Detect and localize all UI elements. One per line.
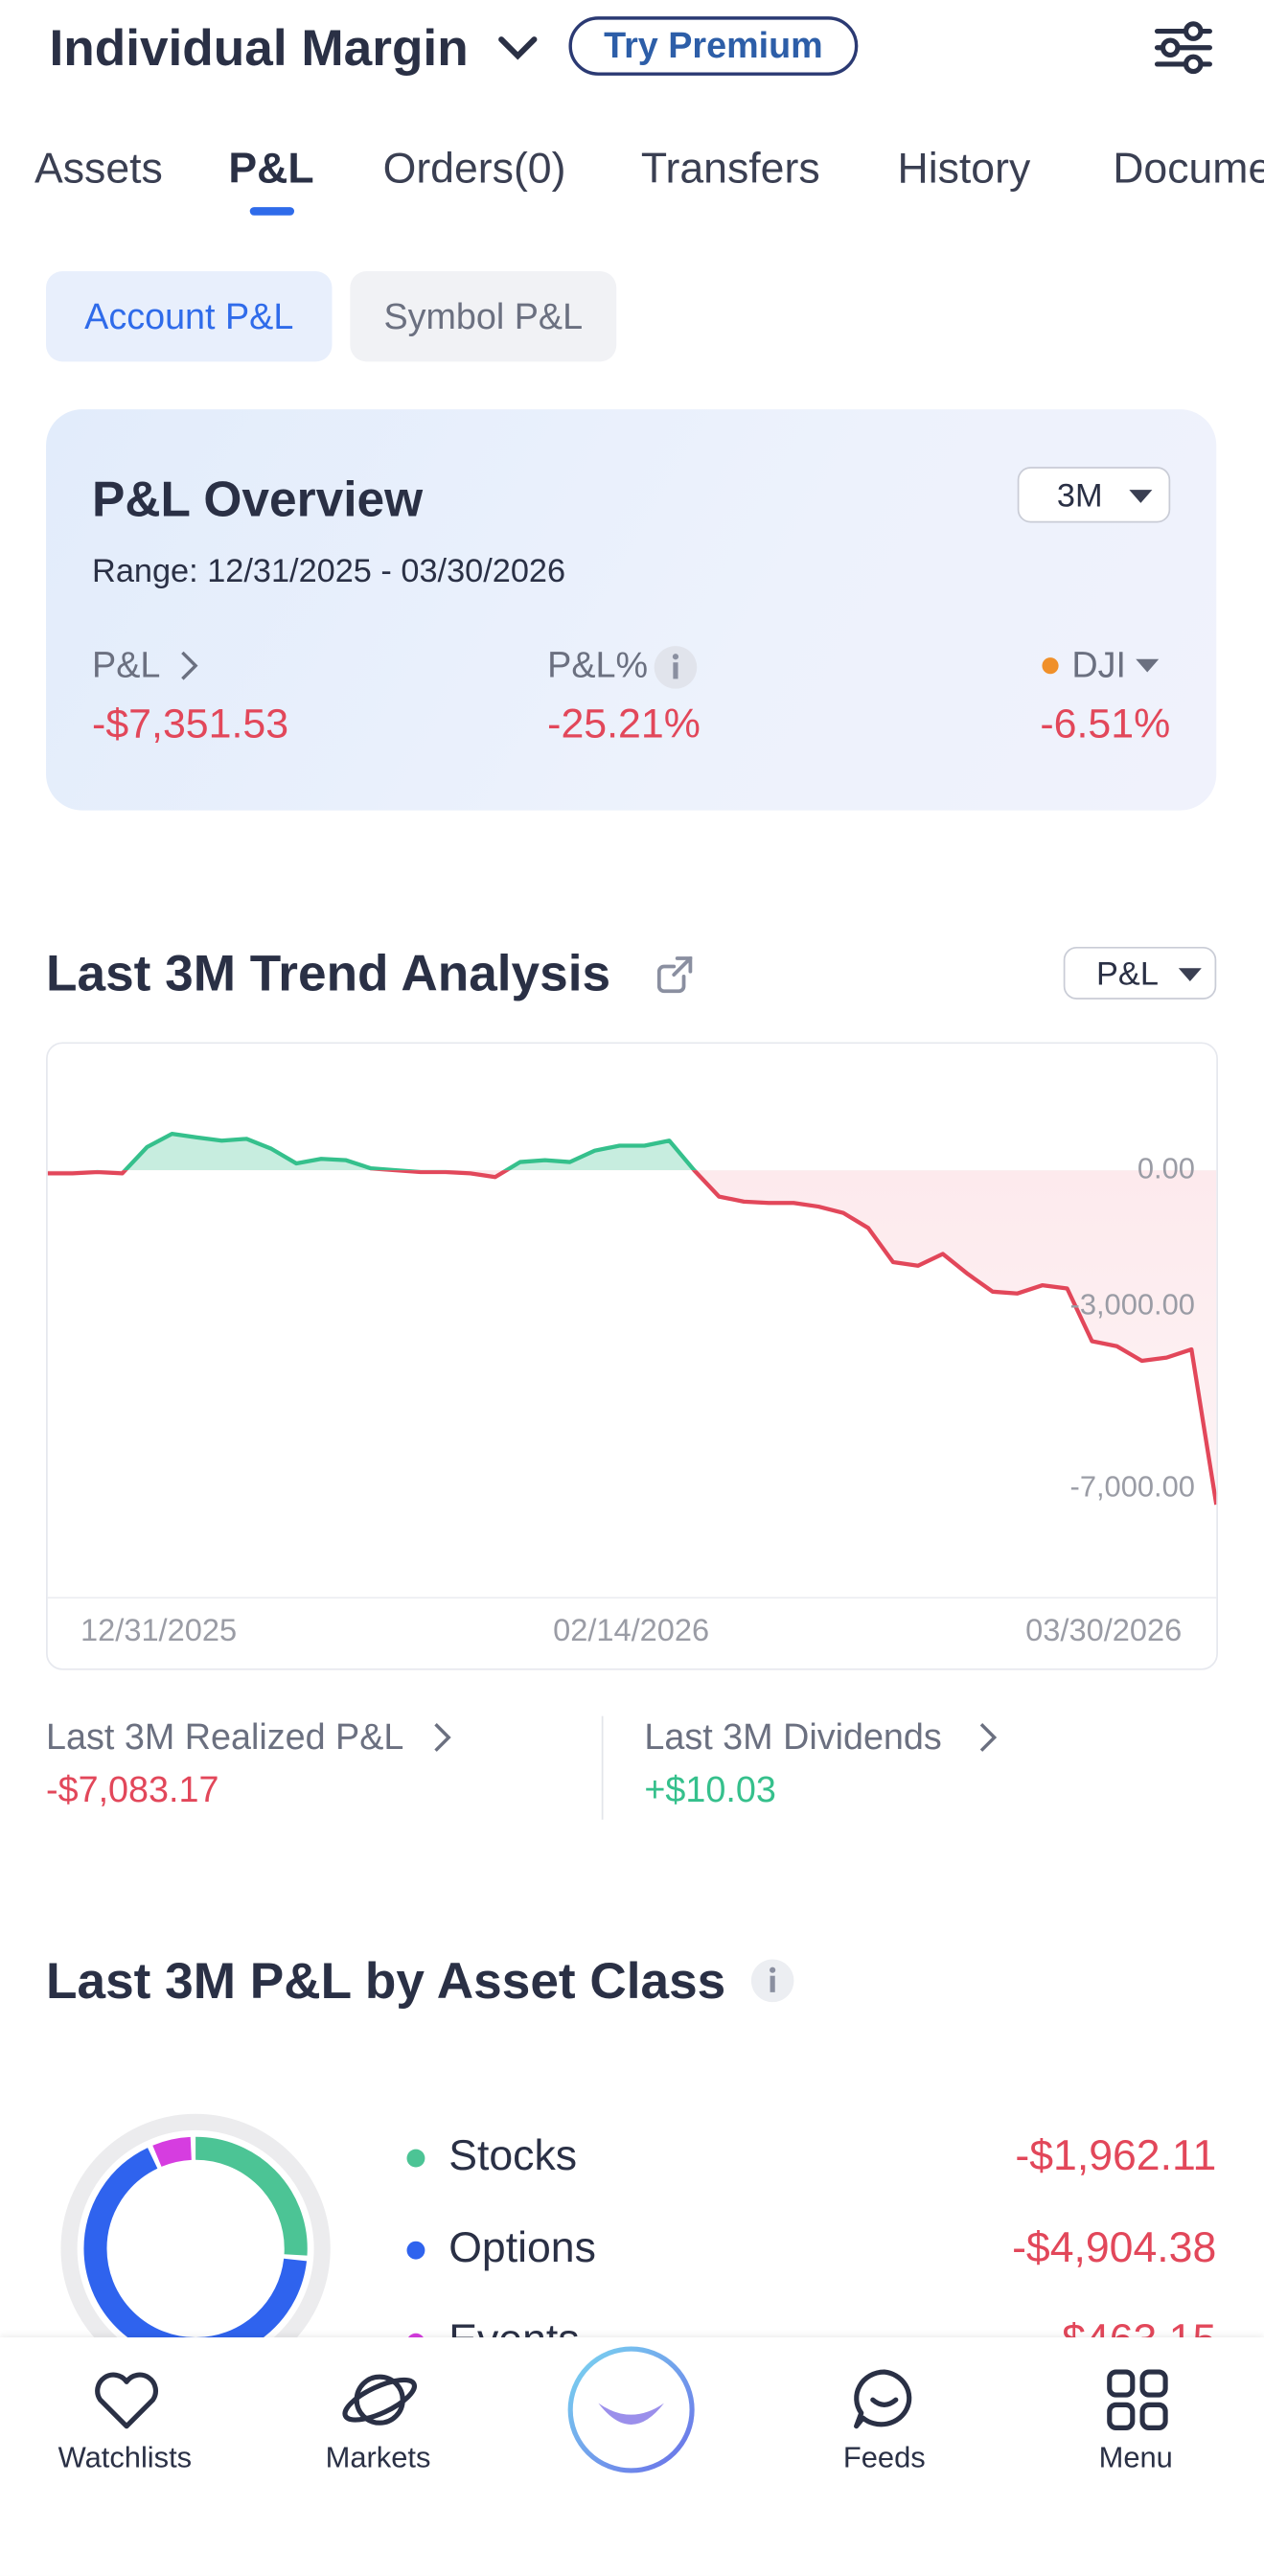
donut-segment <box>83 2136 308 2361</box>
markets-icon[interactable] <box>338 2363 421 2435</box>
line-negative <box>47 1170 1217 1506</box>
overview-range: Range: 12/31/2025 - 03/30/2026 <box>92 554 566 590</box>
home-logo[interactable] <box>565 2344 697 2475</box>
x-tick-label: 03/30/2026 <box>1025 1613 1182 1647</box>
premium-label[interactable]: Try Premium <box>604 24 823 66</box>
nav-label[interactable]: Markets <box>325 2441 431 2474</box>
section-title: Last 3M P&L by Asset Class <box>46 1951 726 2010</box>
feeds-icon[interactable] <box>850 2367 919 2433</box>
summary-value: +$10.03 <box>644 1768 776 1810</box>
area-negative <box>47 1170 1217 1505</box>
legend-dot <box>406 2241 425 2260</box>
dropdown-arrow <box>1178 968 1202 981</box>
bottom-nav: Watchlists Markets Feeds Menu <box>0 2337 1264 2576</box>
account-title[interactable]: Individual Margin <box>49 18 469 77</box>
summary-value: -$7,083.17 <box>46 1768 219 1810</box>
share-icon[interactable] <box>655 954 698 997</box>
sub-tab[interactable]: Account P&L <box>46 271 333 362</box>
section-title: Last 3M Trend Analysis <box>46 944 611 1002</box>
tab[interactable]: Assets <box>34 143 163 193</box>
y-tick-label: -3,000.00 <box>1070 1288 1195 1322</box>
chevron-right <box>979 1723 998 1752</box>
metric-value: -$7,351.53 <box>92 701 289 748</box>
divider <box>601 1715 604 1820</box>
tab[interactable]: P&L <box>228 143 314 193</box>
tab-underline <box>249 207 295 216</box>
x-tick-label: 12/31/2025 <box>80 1613 237 1647</box>
sub-tab-label[interactable]: Symbol P&L <box>383 294 584 336</box>
legend-label: Stocks <box>448 2132 577 2179</box>
summary-label[interactable]: Last 3M Dividends <box>644 1715 942 1758</box>
metric-label[interactable]: P&L <box>92 644 161 686</box>
y-tick-label: -7,000.00 <box>1070 1469 1195 1503</box>
metric-value: -25.21% <box>547 701 701 748</box>
period-label[interactable]: 3M <box>1056 478 1103 515</box>
metric-label: P&L% <box>547 644 649 686</box>
line-positive <box>93 1131 698 1171</box>
metric-dropdown[interactable]: P&L <box>1063 946 1217 1000</box>
chart-frame <box>46 1042 1218 1670</box>
legend-value: -$1,962.11 <box>1015 2132 1216 2179</box>
tab[interactable]: Orders(0) <box>382 143 566 193</box>
tab[interactable]: Transfers <box>640 143 820 193</box>
watchlists-icon[interactable] <box>92 2370 161 2432</box>
metric-value: -6.51% <box>1040 701 1171 748</box>
overview-title: P&L Overview <box>92 472 424 528</box>
tab[interactable]: Documents <box>1113 143 1264 193</box>
metric-label[interactable]: DJI <box>1071 644 1126 686</box>
index-dot <box>1042 657 1059 675</box>
chevron-right <box>181 651 198 680</box>
legend-value: -$4,904.38 <box>1012 2224 1216 2271</box>
summary-label[interactable]: Last 3M Realized P&L <box>46 1715 404 1758</box>
chevron-down[interactable] <box>496 30 542 66</box>
tab[interactable]: History <box>897 143 1031 193</box>
chevron-right <box>434 1723 451 1752</box>
dropdown-arrow <box>1129 490 1153 503</box>
premium-pill[interactable]: Try Premium <box>568 16 859 76</box>
sub-tab-label[interactable]: Account P&L <box>84 294 294 336</box>
info-icon[interactable] <box>749 1958 795 2004</box>
metric-dropdown-label[interactable]: P&L <box>1096 956 1159 993</box>
sub-tab[interactable]: Symbol P&L <box>350 271 617 362</box>
legend-dot <box>406 2149 425 2168</box>
settings-icon[interactable] <box>1151 20 1217 76</box>
nav-label[interactable]: Feeds <box>842 2441 926 2474</box>
nav-label[interactable]: Watchlists <box>57 2441 193 2474</box>
period-dropdown[interactable]: 3M <box>1017 467 1171 523</box>
y-tick-label: 0.00 <box>1138 1151 1195 1184</box>
legend-label: Options <box>448 2224 596 2271</box>
trend-chart: 0.00 -3,000.00 -7,000.00 12/31/2025 02/14/20… <box>47 1131 1217 1647</box>
dropdown-arrow <box>1136 658 1160 673</box>
x-tick-label: 02/14/2026 <box>553 1613 709 1647</box>
menu-icon[interactable] <box>1105 2367 1171 2433</box>
nav-label[interactable]: Menu <box>1098 2441 1173 2474</box>
info-icon[interactable] <box>653 644 699 690</box>
